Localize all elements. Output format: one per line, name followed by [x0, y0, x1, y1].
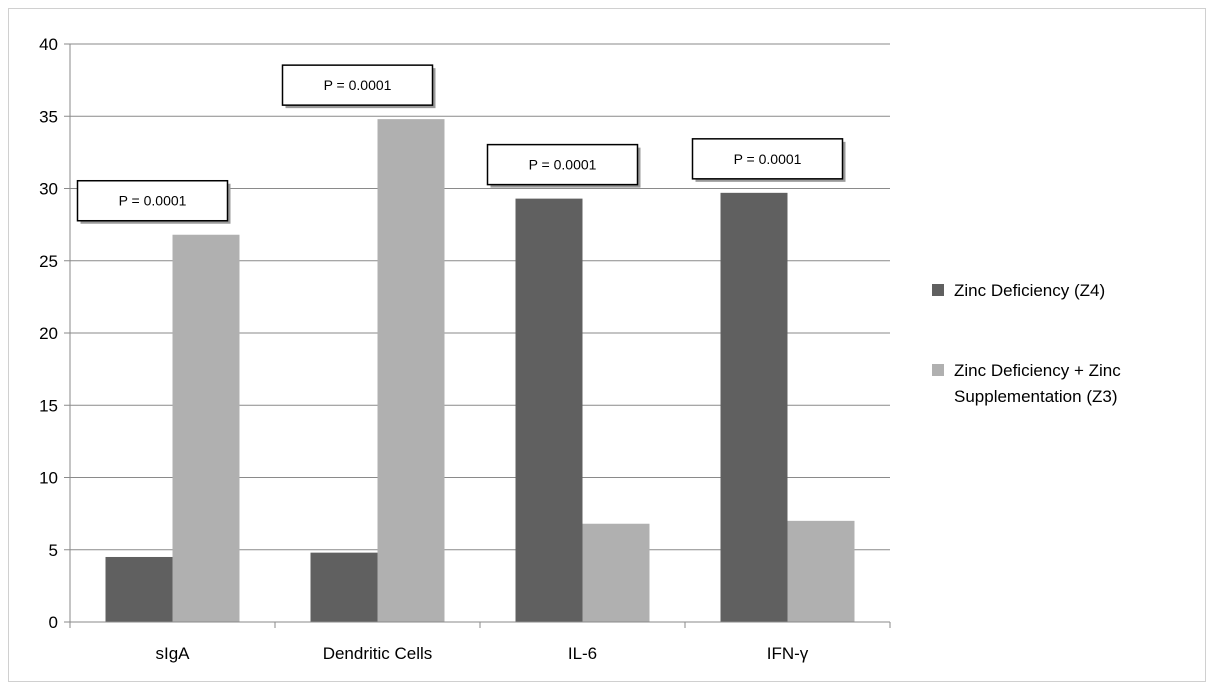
annotation-text: P = 0.0001	[324, 77, 392, 93]
legend-label: Supplementation (Z3)	[954, 387, 1117, 406]
legend-label: Zinc Deficiency + Zinc	[954, 361, 1121, 380]
annotation-box	[281, 64, 434, 106]
bar-series2-3	[787, 520, 855, 622]
x-tick-label: IFN-γ	[767, 644, 809, 663]
bar-series1-2	[515, 198, 583, 623]
p-value-annotations: P = 0.0001 P = 0.0001 P = 0.0001 P = 0.0001	[76, 64, 846, 224]
y-tick-label: 40	[39, 35, 58, 54]
x-tick-label: sIgA	[155, 644, 190, 663]
annotation-text: P = 0.0001	[734, 151, 802, 167]
y-tick-label: 35	[39, 107, 58, 126]
annotation-box	[691, 138, 844, 180]
bar-series1-3	[720, 192, 788, 622]
bar-series1-1	[310, 552, 378, 622]
annotation-box	[76, 179, 229, 222]
y-tick-label: 30	[39, 180, 58, 199]
x-axis-ticks: sIgA Dendritic Cells IL-6 IFN-γ	[69, 622, 891, 663]
legend-label: Zinc Deficiency (Z4)	[954, 281, 1105, 300]
bar-series2-0	[172, 234, 240, 623]
x-tick-label: Dendritic Cells	[323, 644, 433, 663]
bar-series2-2	[582, 523, 650, 622]
bars	[105, 119, 855, 623]
y-tick-label: 20	[39, 324, 58, 343]
y-tick-label: 0	[49, 613, 58, 632]
legend-swatch-series2	[932, 364, 944, 376]
y-tick-label: 15	[39, 396, 58, 415]
legend-swatch-series1	[932, 284, 944, 296]
annotation-text: P = 0.0001	[119, 193, 187, 209]
y-tick-label: 10	[39, 469, 58, 488]
x-tick-label: IL-6	[568, 644, 597, 663]
bar-series2-1	[377, 119, 445, 622]
annotation-text: P = 0.0001	[529, 157, 597, 173]
y-tick-label: 5	[49, 541, 58, 560]
y-tick-label: 25	[39, 252, 58, 271]
annotation-box	[486, 143, 639, 186]
bar-series1-0	[105, 556, 173, 622]
y-axis-ticks: 0 5 10 15 20 25 30 35 40	[39, 35, 70, 632]
legend: Zinc Deficiency (Z4) Zinc Deficiency + Zi…	[932, 281, 1121, 406]
